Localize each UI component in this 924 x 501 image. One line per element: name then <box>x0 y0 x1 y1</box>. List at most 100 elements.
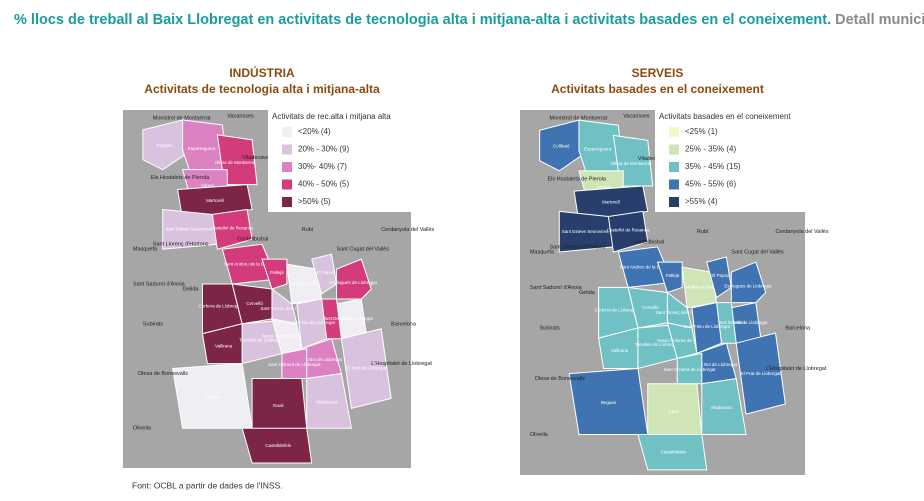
map: INDÚSTRIA Activitats de tecnologia alta i… <box>123 65 435 468</box>
municipality <box>211 208 253 250</box>
legend-label: 40% - 50% (5) <box>298 180 349 189</box>
municipality-label: Collbató <box>156 143 173 148</box>
municipality-label: Sant Feliu de Llobregat <box>288 320 335 325</box>
municipality-label: Sant Climent de Llobregat <box>268 362 321 367</box>
municipality-label: Martorell <box>602 200 620 205</box>
municipality-label: Esparreguera <box>188 146 216 151</box>
municipality-label: Abrera <box>201 183 215 188</box>
municipality-label: Cornellà de Llobregat <box>725 320 769 325</box>
municipality-label: Torrelles de Llobregat <box>239 338 283 343</box>
place-label: Viladecavalls <box>638 156 670 162</box>
map-heading: INDÚSTRIA <box>229 65 295 80</box>
municipality-label: Begues <box>205 394 221 399</box>
legend-label: 20% - 30% (9) <box>298 145 349 154</box>
municipality <box>656 261 683 294</box>
municipality-label: Sant Just Desvern <box>708 320 745 325</box>
municipality-label: Collbató <box>553 144 570 149</box>
title-main: % llocs de treball al Baix Llobregat en … <box>14 12 831 28</box>
municipality-label: Sant Just Desvern <box>313 316 350 321</box>
source: Font: OCBL a partir de dades de l'INSS. <box>132 480 283 490</box>
legend-label: 25% - 35% (4) <box>685 145 736 154</box>
place-label: L'Hospitalet de Llobregat <box>766 366 827 372</box>
place-label: Cerdanyola del Vallès <box>776 229 829 235</box>
place-label: Barcelona <box>785 325 811 331</box>
municipality-label: Torrelles de Llobregat <box>635 342 679 347</box>
place-label: Olesa de Bonesvalls <box>535 376 585 382</box>
municipality-label: Gavà <box>273 403 284 408</box>
municipality-label: Vallirana <box>215 343 233 348</box>
place-label: Gelida <box>579 290 596 296</box>
municipality-label: Sant Feliu de Llobregat <box>683 324 730 329</box>
municipality-label: El Prat de Llobregat <box>346 366 387 371</box>
municipality-label: Sant Boi de Llobregat <box>299 357 343 362</box>
municipality-label: Viladecans <box>710 405 733 410</box>
place-label: Monistrol de Montserrat <box>549 116 607 122</box>
municipality-label: Pallejà <box>666 273 680 278</box>
legend-swatch <box>669 197 679 207</box>
municipality-label: Esparreguera <box>584 147 612 152</box>
place-label: Olivella <box>530 432 549 438</box>
title: % llocs de treball al Baix Llobregat en … <box>14 12 924 28</box>
legend-box <box>655 108 805 212</box>
municipality-label: Sant Climent de Llobregat <box>664 367 717 372</box>
place-label: Masquefa <box>133 247 158 253</box>
place-label: L'Hospitalet de Llobregat <box>371 361 432 367</box>
municipality <box>177 184 253 220</box>
place-label: Masquefa <box>530 249 555 255</box>
legend-swatch <box>282 179 292 190</box>
place-label: Els Hostalets de Pierola <box>548 176 607 182</box>
municipality <box>573 185 649 223</box>
map-heading: SERVEIS <box>632 66 684 80</box>
legend-swatch <box>282 162 292 172</box>
municipality <box>340 328 392 409</box>
municipality-label: Esplugues de Llobregat <box>724 284 772 289</box>
maps: INDÚSTRIA Activitats de tecnologia alta i… <box>123 65 829 475</box>
municipality-label: Olesa de Montserrat <box>611 161 653 166</box>
place-label: Subirats <box>540 325 560 331</box>
place-label: Monistrol de Montserrat <box>153 115 211 121</box>
place-label: Castellbisbal <box>237 237 268 243</box>
municipality <box>676 352 703 385</box>
place-label: Castellbisbal <box>633 239 664 245</box>
legend-label: 30%- 40% (7) <box>298 162 347 171</box>
legend-swatch <box>282 127 292 137</box>
place-label: Olesa de Bonesvalls <box>138 371 188 377</box>
municipality-label: Olesa de Montserrat <box>215 160 257 165</box>
municipality <box>691 302 723 355</box>
municipality-label: Corbera de Llobregat <box>595 307 638 312</box>
legend-swatch <box>282 197 292 207</box>
place-label: Olivella <box>133 426 152 432</box>
legend-label: <20% (4) <box>298 127 331 136</box>
place-label: Vacarisses <box>227 113 254 119</box>
place-label: Sant Cugat del Vallès <box>731 249 784 255</box>
municipality-label: Sant Andreu de la Barca <box>224 261 273 266</box>
municipality-label: Gavà <box>668 409 679 414</box>
legend-label: 45% - 55% (6) <box>685 180 736 189</box>
map-subheading: Activitats de tecnologia alta i mitjana-… <box>144 82 380 96</box>
legend-swatch <box>669 162 679 172</box>
municipality-label: Castellví de Rosanes <box>607 228 650 233</box>
legend-title: Activitats de rec.alta i mitjana alta <box>272 112 391 121</box>
legend-label: <25% (1) <box>685 127 718 136</box>
legend-title: Activitats basades en el coneixement <box>659 112 791 121</box>
municipality-label: Sant Vicenç dels Horts <box>656 310 702 315</box>
municipality-label: Cervelló <box>246 301 263 306</box>
municipality-label: El Papiol <box>316 270 334 275</box>
municipality-label: El Papiol <box>711 273 729 278</box>
municipality-label: Molins de Rei <box>686 285 713 290</box>
municipality-label: Corbera de Llobregat <box>199 304 242 309</box>
legend-label: >50% (5) <box>298 197 331 206</box>
legend-box <box>268 108 411 212</box>
place-label: Barcelona <box>391 321 417 327</box>
municipality-label: Sant Boi de Llobregat <box>694 362 738 367</box>
legend-swatch <box>669 144 679 155</box>
municipality-label: Cervelló <box>642 305 659 310</box>
municipality-label: Abrera <box>597 184 611 189</box>
legend-swatch <box>669 127 679 137</box>
municipality-label: Santa Coloma de Cervelló <box>262 333 315 338</box>
municipality <box>281 348 308 379</box>
title-sub: Detall municipal. <box>835 12 924 28</box>
municipality-label: Vallirana <box>611 348 629 353</box>
place-label: Cerdanyola del Vallès <box>381 227 434 233</box>
